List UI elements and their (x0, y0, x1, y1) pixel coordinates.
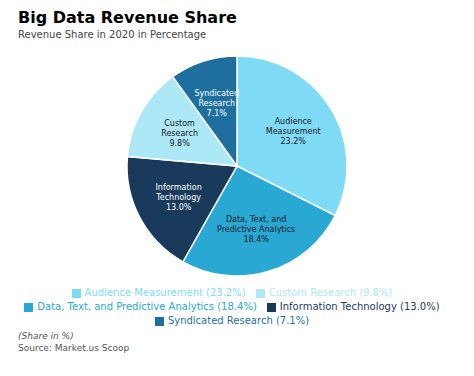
svg-text:SyndicatedResearch7.1%: SyndicatedResearch7.1% (194, 89, 239, 118)
html-text:Syndicated Research (7.1%): Syndicated Research (7.1%) (167, 315, 310, 326)
html-text:Custom Research (9.8%): Custom Research (9.8%) (268, 287, 393, 298)
svg-text:Data, Text, andPredictive Anal: Data, Text, andPredictive Analytics18.4% (217, 215, 295, 244)
svg-text:InformationTechnology13.0%: InformationTechnology13.0% (155, 182, 202, 211)
svg-text:CustomResearch9.8%: CustomResearch9.8% (161, 119, 198, 148)
html-text:Information Technology (13.0%): Information Technology (13.0%) (279, 301, 440, 312)
html-text:Data, Text, and Predictive Ana: Data, Text, and Predictive Analytics (18… (37, 301, 257, 312)
html-text:Audience Measurement (23.2%): Audience Measurement (23.2%) (84, 287, 246, 298)
html-text:Source: Market.us Scoop: Source: Market.us Scoop (18, 343, 130, 353)
html-text:(Share in %): (Share in %) (18, 331, 74, 341)
html-text:Big Data Revenue Share: Big Data Revenue Share (18, 8, 237, 27)
html-text:Revenue Share in 2020 in Perce: Revenue Share in 2020 in Percentage (18, 29, 207, 40)
svg-text:AudienceMeasurement23.2%: AudienceMeasurement23.2% (266, 117, 321, 146)
